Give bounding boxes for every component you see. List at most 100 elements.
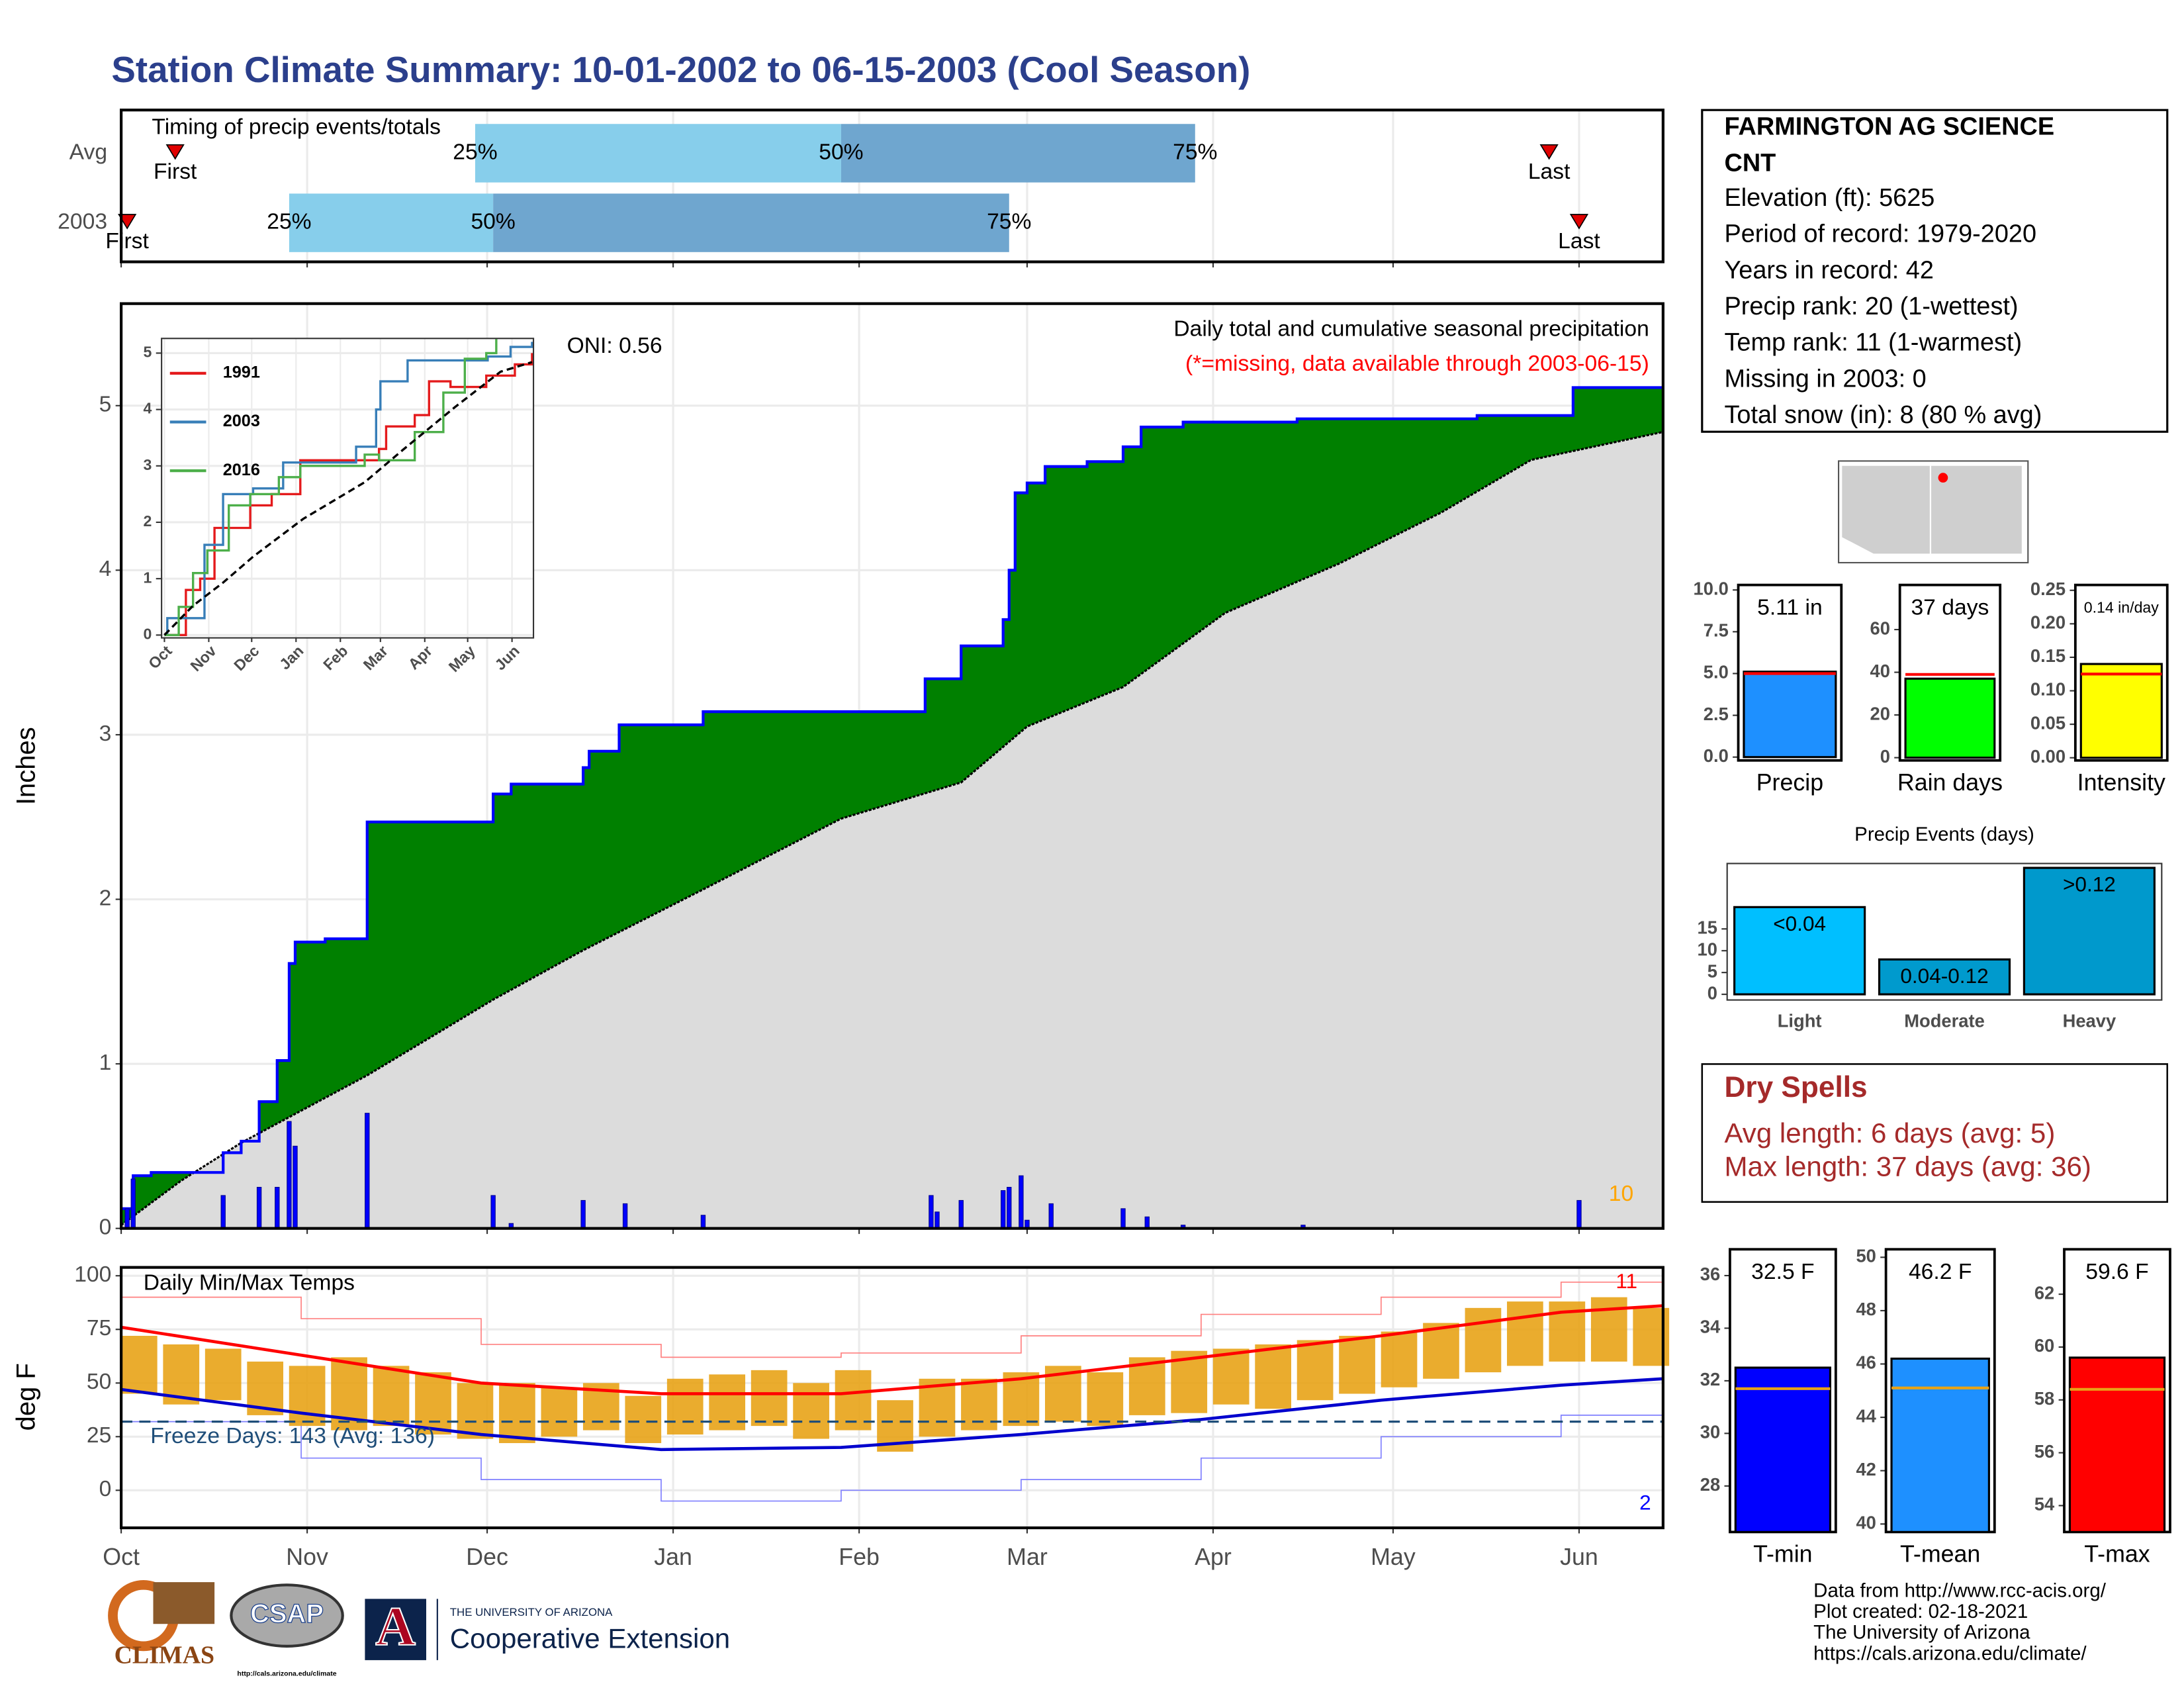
y-tick-label: 0 (144, 625, 152, 642)
average-area (121, 432, 1663, 1229)
event-label: Last (1558, 229, 1600, 254)
y-tick-label: 28 (1700, 1474, 1720, 1495)
x-tick-label: May (1371, 1544, 1416, 1570)
station-line: Period of record: 1979-2020 (1724, 220, 2036, 248)
y-tick-label: 0.15 (2030, 645, 2066, 666)
y-tick-label: 56 (2034, 1441, 2054, 1462)
range-label: >0.12 (2063, 872, 2116, 896)
y-tick-label: 42 (1856, 1459, 1876, 1479)
x-tick-label: Rain days (1897, 769, 2003, 796)
daily-bar (622, 1203, 628, 1229)
temp-bar (1465, 1307, 1502, 1373)
y-tick-label: 0 (1707, 982, 1717, 1003)
daily-bar (1120, 1208, 1126, 1229)
legend-label: 2016 (223, 461, 260, 479)
climas-block (153, 1582, 215, 1624)
temp-bar (1087, 1372, 1124, 1427)
station-line: Temp rank: 11 (1-warmest) (1724, 329, 2022, 357)
daily-bar (293, 1145, 298, 1229)
daily-bar (1144, 1216, 1150, 1229)
logo-text: THE UNIVERSITY OF ARIZONA (450, 1606, 613, 1618)
inset-frame (161, 338, 535, 639)
y-tick-label: 75 (87, 1316, 111, 1340)
y-tick-label: 5 (1707, 961, 1717, 981)
panel-title: Daily total and cumulative seasonal prec… (1173, 317, 1649, 342)
daily-bar (287, 1121, 292, 1229)
x-tick-label: Nov (286, 1544, 328, 1570)
logo-text: CLIMAS (114, 1641, 214, 1669)
average-line (120, 431, 1664, 1226)
y-tick-label: 62 (2034, 1282, 2054, 1303)
bar (1878, 958, 2011, 996)
y-tick-label: 40 (1856, 1512, 1876, 1532)
bar (1734, 1366, 1832, 1533)
quantile-label: 50% (819, 140, 863, 164)
quartile-bar (475, 124, 841, 183)
annotation: 10 (1609, 1182, 1633, 1206)
ua-block (365, 1599, 427, 1660)
dry-spells-line: Avg length: 6 days (avg: 5) (1724, 1117, 2055, 1149)
y-axis-label: deg F (12, 1363, 41, 1430)
value-label: 0.14 in/day (2084, 599, 2160, 616)
bar (2023, 867, 2156, 996)
range-label: <0.04 (1773, 912, 1826, 935)
y-tick-label: 4 (99, 557, 112, 581)
y-tick-label: 50 (87, 1370, 111, 1394)
x-tick-label: Precip (1756, 769, 1823, 796)
daily-bar (130, 1178, 136, 1229)
temp-bar (1128, 1357, 1165, 1415)
quantile-label: 75% (1173, 140, 1217, 164)
temp-bar (499, 1383, 535, 1444)
daily-bar (220, 1195, 226, 1229)
panel-title: Timing of precip events/totals (152, 115, 441, 139)
map-station (1938, 473, 1948, 483)
credit-line: Plot created: 02-18-2021 (1813, 1601, 2028, 1622)
y-tick-label: 48 (1856, 1299, 1876, 1319)
temp-bar (1212, 1348, 1250, 1405)
panel-subtitle: (*=missing, data available through 2003-… (1185, 352, 1649, 376)
row-label: 2003 (58, 210, 107, 234)
dry-spells-title: Dry Spells (1724, 1071, 1867, 1103)
temp-bar (1255, 1344, 1291, 1409)
quartile-bar (493, 193, 1009, 252)
y-tick-label: 100 (74, 1262, 111, 1287)
temp-bar (919, 1378, 956, 1437)
daily-bar (958, 1199, 964, 1229)
x-tick-label: Apr (1195, 1544, 1232, 1570)
event-label: First (105, 229, 149, 254)
daily-bar (929, 1195, 934, 1229)
bar (1743, 671, 1837, 759)
bar (1890, 1357, 1990, 1533)
x-tick-label: T-max (2084, 1541, 2150, 1568)
x-tick-label: T-min (1753, 1541, 1812, 1568)
station-name: FARMINGTON AG SCIENCE (1724, 113, 2054, 141)
temp-bar (373, 1366, 410, 1427)
y-tick-label: 60 (2034, 1335, 2054, 1356)
y-tick-label: 0.10 (2030, 679, 2066, 700)
temp-bar (793, 1383, 829, 1439)
y-tick-label: 0 (99, 1477, 112, 1501)
page-title: Station Climate Summary: 10-01-2002 to 0… (111, 49, 1250, 90)
x-tick-label: T-mean (1900, 1541, 1980, 1568)
y-tick-label: 34 (1700, 1317, 1721, 1337)
logos: CLIMAS CSAP http://cals.arizona.edu/clim… (108, 1579, 730, 1678)
y-tick-label: 32 (1700, 1369, 1720, 1389)
y-tick-label: 58 (2034, 1388, 2054, 1409)
y-tick-label: 15 (1698, 917, 1717, 937)
annotation: ONI: 0.56 (567, 334, 662, 358)
y-tick-label: 3 (99, 722, 112, 746)
inset-background (161, 338, 534, 638)
station-line: Years in record: 42 (1724, 256, 1933, 284)
x-tick-label: Dec (466, 1544, 508, 1570)
normal-line (120, 1304, 1664, 1395)
record-line (121, 1404, 1664, 1502)
y-tick-label: 36 (1700, 1264, 1720, 1284)
daily-bar (1001, 1190, 1006, 1229)
y-tick-label: 0.0 (1704, 745, 1729, 766)
daily-bar (1576, 1199, 1582, 1229)
daily-bar (256, 1187, 262, 1229)
temp-bar (1381, 1331, 1418, 1387)
daily-bar (700, 1215, 706, 1229)
daily-bar (365, 1113, 370, 1229)
